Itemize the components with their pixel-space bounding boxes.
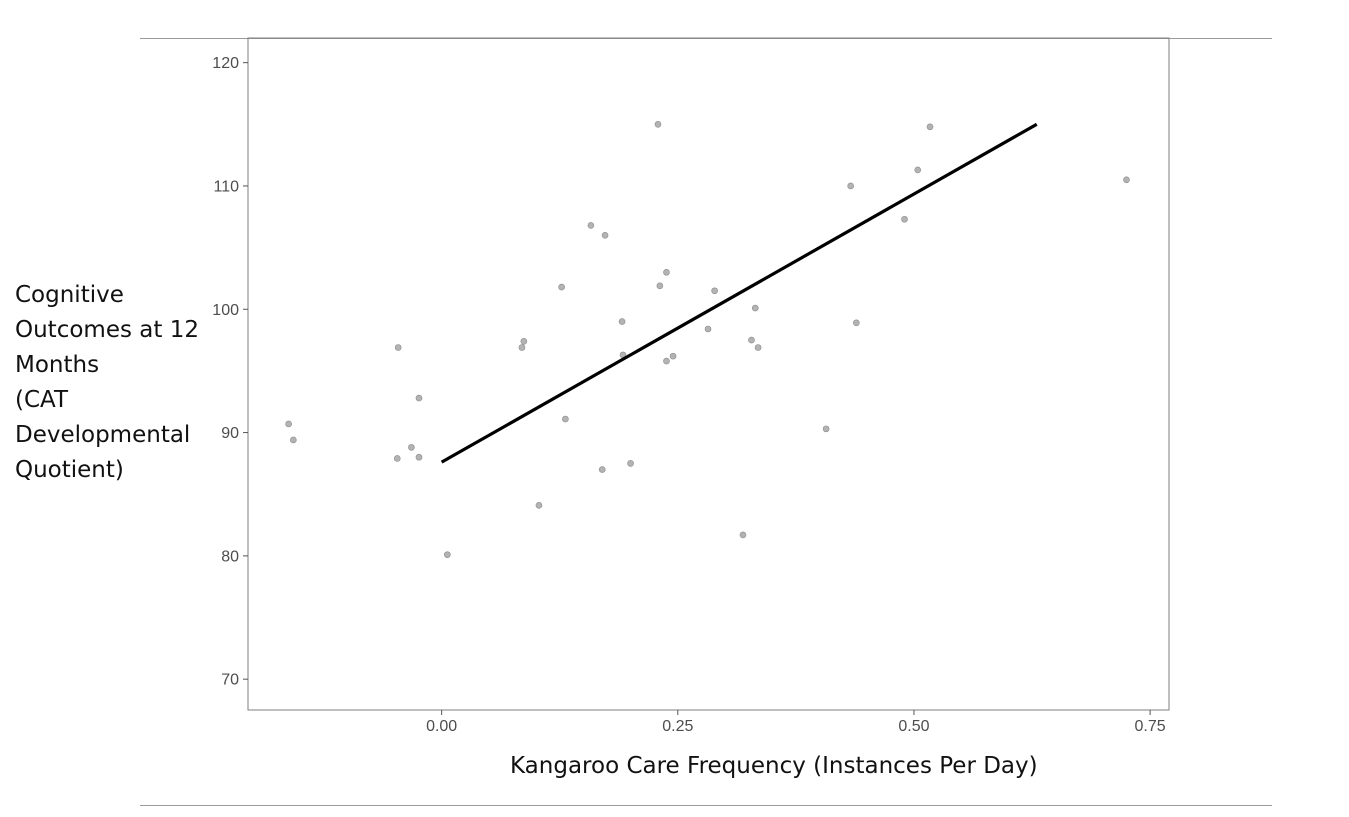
y-tick-label: 110: [213, 178, 239, 195]
data-point: [394, 344, 402, 351]
y-axis-label: Cognitive Outcomes at 12 Months (CAT Dev…: [15, 278, 215, 488]
bottom-rule: [140, 805, 1272, 806]
data-point: [618, 318, 626, 325]
x-tick-label: 0.25: [662, 718, 693, 735]
data-point: [663, 357, 670, 365]
data-point: [656, 282, 664, 290]
data-point: [444, 551, 451, 558]
data-point: [518, 344, 526, 351]
x-tick-label: 0.00: [426, 718, 457, 735]
data-point: [587, 222, 595, 229]
data-point: [1123, 176, 1130, 184]
data-point: [739, 531, 747, 539]
data-point: [520, 338, 528, 345]
data-point: [654, 121, 662, 128]
data-point: [290, 436, 297, 444]
data-point: [415, 453, 423, 461]
data-point: [285, 420, 292, 428]
data-point: [415, 394, 423, 402]
data-point: [853, 319, 860, 327]
x-tick-label: 0.50: [898, 718, 929, 735]
axes: 70 80 90 100 110 120 0.00 0.25 0.50 0.75: [212, 37, 1170, 735]
y-axis-label-line: Cognitive: [15, 282, 124, 308]
x-tick-label: 0.75: [1135, 718, 1166, 735]
data-point: [926, 123, 934, 131]
y-tick-label: 70: [221, 672, 239, 689]
data-point: [822, 425, 830, 433]
y-tick-label: 120: [212, 55, 239, 72]
plot-panel-border: [247, 37, 1170, 711]
y-axis-label-line: Quotient): [15, 457, 124, 483]
data-point: [535, 502, 543, 509]
data-point: [901, 215, 908, 223]
data-point: [847, 182, 854, 190]
data-point: [598, 466, 606, 473]
x-axis-label: Kangaroo Care Frequency (Instances Per D…: [510, 753, 1038, 779]
data-point: [748, 336, 755, 344]
trend-line: [440, 122, 1038, 464]
data-point: [704, 325, 712, 333]
data-point: [751, 304, 759, 312]
data-point: [663, 268, 670, 276]
data-point: [562, 415, 569, 423]
data-point: [558, 283, 565, 291]
data-point: [408, 444, 415, 451]
data-point: [393, 455, 401, 462]
y-axis-label-line: Months: [15, 352, 100, 378]
y-tick-label: 100: [212, 302, 239, 319]
data-points: [285, 121, 1130, 558]
y-tick-label: 80: [221, 548, 239, 565]
y-tick-label: 90: [221, 425, 239, 442]
data-point: [601, 231, 609, 239]
y-axis-label-line: Outcomes at 12: [15, 317, 199, 343]
data-point: [711, 287, 718, 295]
trend-line-group: [440, 122, 1038, 464]
y-axis-label-line: Developmental: [15, 422, 191, 448]
data-point: [627, 460, 634, 467]
y-axis-label-line: (CAT: [15, 387, 69, 413]
data-point: [754, 344, 762, 351]
data-point: [914, 166, 922, 174]
data-point: [669, 352, 677, 360]
